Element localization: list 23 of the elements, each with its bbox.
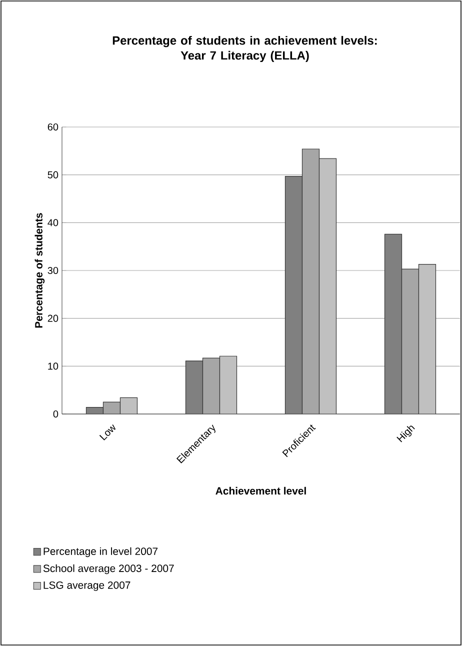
bar <box>318 158 337 414</box>
bar <box>219 356 238 414</box>
bar <box>401 268 420 414</box>
bar <box>120 397 138 414</box>
legend-label: School average 2003 - 2007 <box>43 564 174 574</box>
chart-title: Percentage of students in achievement levels: Year 7 Literacy (ELLA) <box>112 36 377 62</box>
bar <box>418 264 436 414</box>
y-axis-title: Percentage of students <box>34 213 45 328</box>
y-tick-label: 60 <box>48 123 58 131</box>
bar <box>384 234 402 414</box>
legend-label: LSG average 2007 <box>44 581 130 591</box>
y-tick-label: 10 <box>48 362 58 370</box>
y-tick-label: 50 <box>48 171 58 178</box>
y-tick-label: 20 <box>48 314 58 322</box>
y-tick-label: 30 <box>48 266 58 274</box>
legend-label: Percentage in level 2007 <box>44 547 158 558</box>
bar <box>202 358 220 414</box>
bar <box>185 360 204 414</box>
y-tick-label: 40 <box>48 219 58 226</box>
bar <box>284 176 303 414</box>
y-tick-label: 0 <box>53 410 58 418</box>
x-axis-title: Achievement level <box>216 486 306 495</box>
x-tick-label: Low <box>99 424 116 440</box>
